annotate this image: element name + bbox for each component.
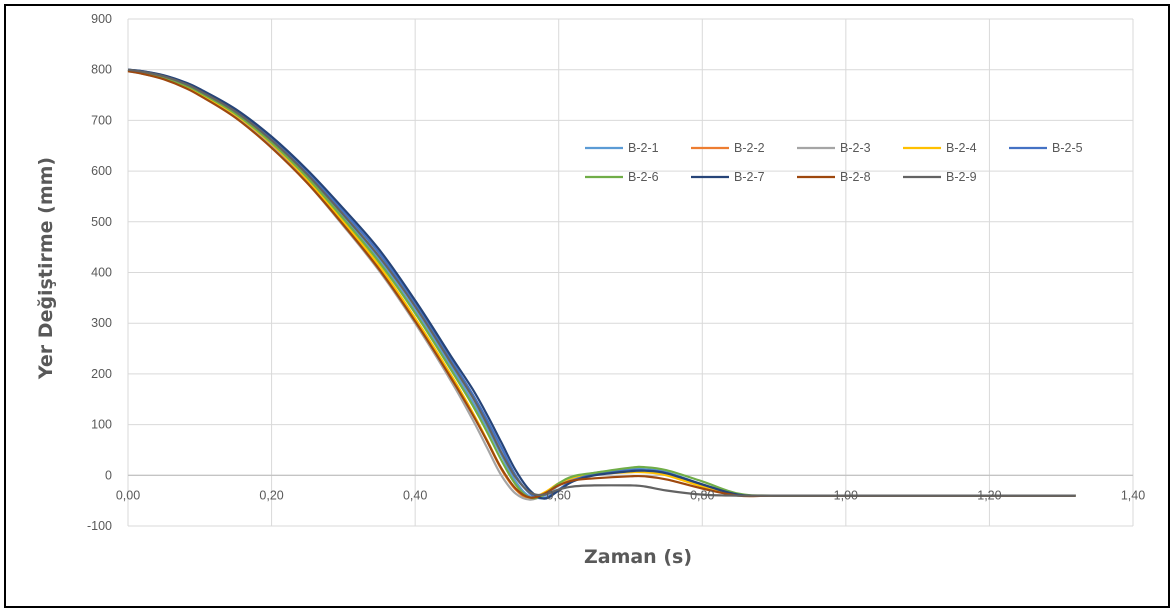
x-tick-label: 1,00: [834, 488, 858, 502]
tick-labels: -100 0 100 200 300 400 500 600 700 800 900 0,00 0,20…: [87, 12, 1145, 533]
legend-label: B-2-8: [840, 170, 871, 184]
y-tick-label: 900: [91, 12, 112, 26]
y-tick-label: 800: [91, 63, 112, 77]
legend-label: B-2-3: [840, 141, 871, 155]
series-lines: [127, 68, 1076, 501]
x-tick-label: 0,40: [403, 488, 427, 502]
x-tick-label: 0,60: [547, 488, 571, 502]
x-tick-label: 1,40: [1121, 488, 1145, 502]
y-tick-label: 700: [91, 113, 112, 127]
x-tick-label: 0,80: [690, 488, 714, 502]
legend-label: B-2-9: [946, 170, 977, 184]
y-tick-label: 500: [91, 215, 112, 229]
y-axis-title: Yer Değiştirme (mm): [35, 157, 57, 380]
x-tick-label: 0,20: [259, 488, 283, 502]
legend-label: B-2-5: [1052, 141, 1083, 155]
y-tick-label: 400: [91, 266, 112, 280]
legend-label: B-2-7: [734, 170, 765, 184]
y-tick-label: 300: [91, 316, 112, 330]
x-axis-title: Zaman (s): [584, 546, 692, 568]
y-tick-label: 600: [91, 164, 112, 178]
y-tick-label: 100: [91, 418, 112, 432]
legend-label: B-2-2: [734, 141, 765, 155]
legend-label: B-2-4: [946, 141, 977, 155]
series-line-B-2-1: [127, 68, 1076, 500]
series-line-B-2-7: [127, 68, 1076, 500]
y-tick-label: 0: [105, 468, 112, 482]
legend-label: B-2-6: [628, 170, 659, 184]
x-tick-label: 1,20: [977, 488, 1001, 502]
chart-frame: [4, 4, 1170, 608]
gridlines: [127, 18, 1134, 527]
series-line-B-2-9: [127, 68, 1076, 497]
legend: B-2-1 B-2-2 B-2-3 B-2-4 B-2-5 B-2-6 B-2-7 B-2-8…: [585, 141, 1083, 184]
y-tick-label: -100: [87, 519, 112, 533]
y-tick-label: 200: [91, 367, 112, 381]
legend-label: B-2-1: [628, 141, 659, 155]
x-tick-label: 0,00: [116, 488, 140, 502]
